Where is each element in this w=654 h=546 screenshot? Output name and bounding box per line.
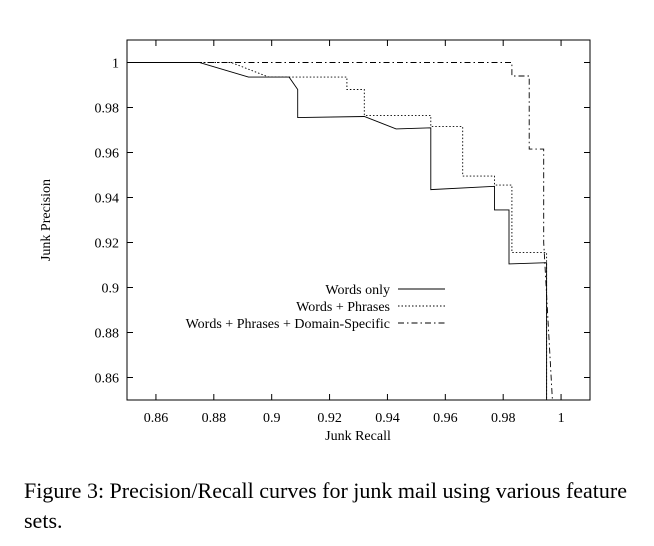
x-axis-label: Junk Recall (325, 429, 391, 444)
y-axis-label: Junk Precision (39, 179, 54, 261)
x-tick-label: 0.98 (491, 411, 516, 426)
x-tick-label: 0.88 (202, 411, 227, 426)
series-layer (127, 62, 553, 401)
legend-label-3: Words + Phrases + Domain-Specific (186, 317, 390, 332)
axis-ticks: 0.86 0.88 0.9 0.92 0.94 0.96 0.98 1 0.86 0.88 0.9 0… (95, 40, 590, 426)
series-line-1 (127, 62, 548, 400)
y-tick-label: 0.94 (95, 192, 120, 207)
x-tick-label: 0.94 (375, 411, 400, 426)
x-tick-label: 1 (558, 411, 565, 426)
x-tick-label: 0.96 (433, 411, 458, 426)
y-tick-label: 0.86 (95, 372, 120, 387)
x-tick-label: 0.92 (317, 411, 342, 426)
legend-label-2: Words + Phrases (296, 300, 390, 315)
figure-caption: Figure 3: Precision/Recall curves for ju… (24, 478, 628, 533)
y-tick-label: 0.96 (95, 147, 120, 162)
y-tick-label: 0.88 (95, 327, 120, 342)
y-tick-label: 0.9 (102, 282, 120, 297)
legend: Words only Words + Phrases Words + Phrases… (186, 283, 445, 332)
x-tick-label: 0.9 (263, 411, 281, 426)
series-line-3 (127, 62, 553, 401)
series-line-2 (127, 62, 548, 400)
y-tick-label: 0.98 (95, 102, 120, 117)
y-tick-label: 1 (112, 57, 119, 72)
x-tick-label: 0.86 (144, 411, 169, 426)
legend-label-1: Words only (325, 283, 390, 298)
precision-recall-chart: 0.86 0.88 0.9 0.92 0.94 0.96 0.98 1 0.86 0.88 0.9 0… (39, 39, 591, 444)
plot-frame (126, 39, 591, 401)
y-tick-label: 0.92 (95, 237, 120, 252)
